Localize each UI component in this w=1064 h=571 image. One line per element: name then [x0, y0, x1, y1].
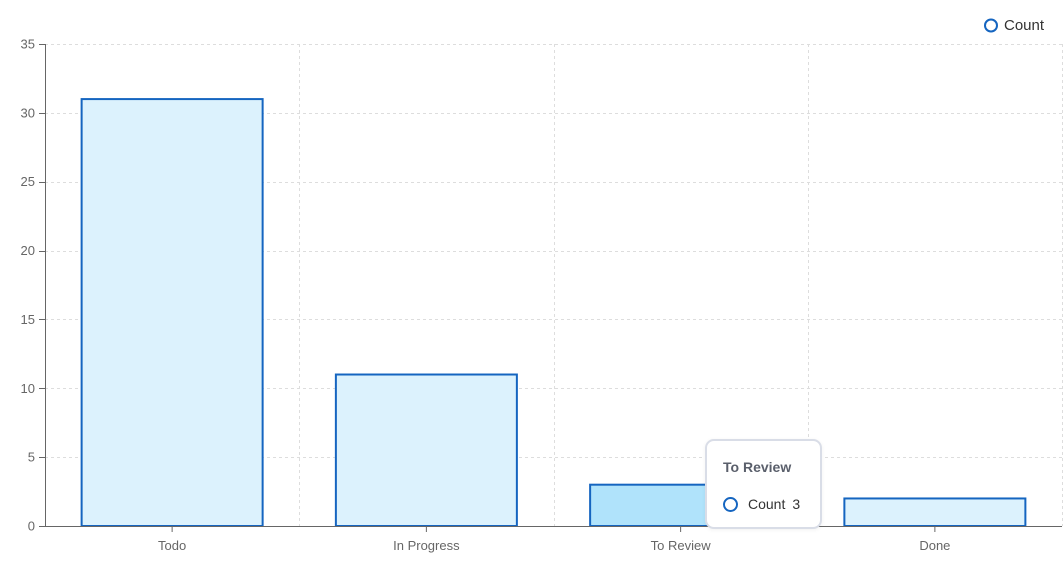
x-tick-label: Done [919, 538, 950, 553]
tooltip-title: To Review [723, 459, 792, 475]
tooltip-series-name: Count [748, 496, 786, 512]
bar-in-progress[interactable] [334, 373, 518, 527]
bar-todo[interactable] [80, 98, 264, 527]
y-tick-label: 35 [21, 37, 35, 52]
legend[interactable]: Count [984, 17, 1045, 34]
y-tick-label: 0 [28, 519, 35, 534]
legend-circle-icon [984, 18, 998, 33]
y-tick-label: 25 [21, 174, 35, 189]
axes: 0 5 10 15 20 25 30 35 Todo In Progress To Review Do… [21, 37, 1062, 553]
tooltip-value: 3 [792, 496, 801, 512]
x-tick-label: Todo [158, 538, 186, 553]
x-tick-label: To Review [651, 538, 712, 553]
tooltip-row: Count 3 [723, 496, 800, 512]
tooltip: To Review Count 3 [705, 439, 822, 529]
tooltip-circle-icon [723, 496, 738, 512]
y-tick-label: 20 [21, 243, 35, 258]
y-tick-label: 15 [21, 312, 35, 327]
bar-done[interactable] [843, 497, 1027, 528]
y-tick-label: 30 [21, 105, 35, 120]
bars [80, 98, 1027, 528]
legend-label: Count [1004, 17, 1045, 34]
y-tick-label: 10 [21, 381, 35, 396]
x-tick-label: In Progress [393, 538, 460, 553]
y-tick-label: 5 [28, 450, 35, 465]
